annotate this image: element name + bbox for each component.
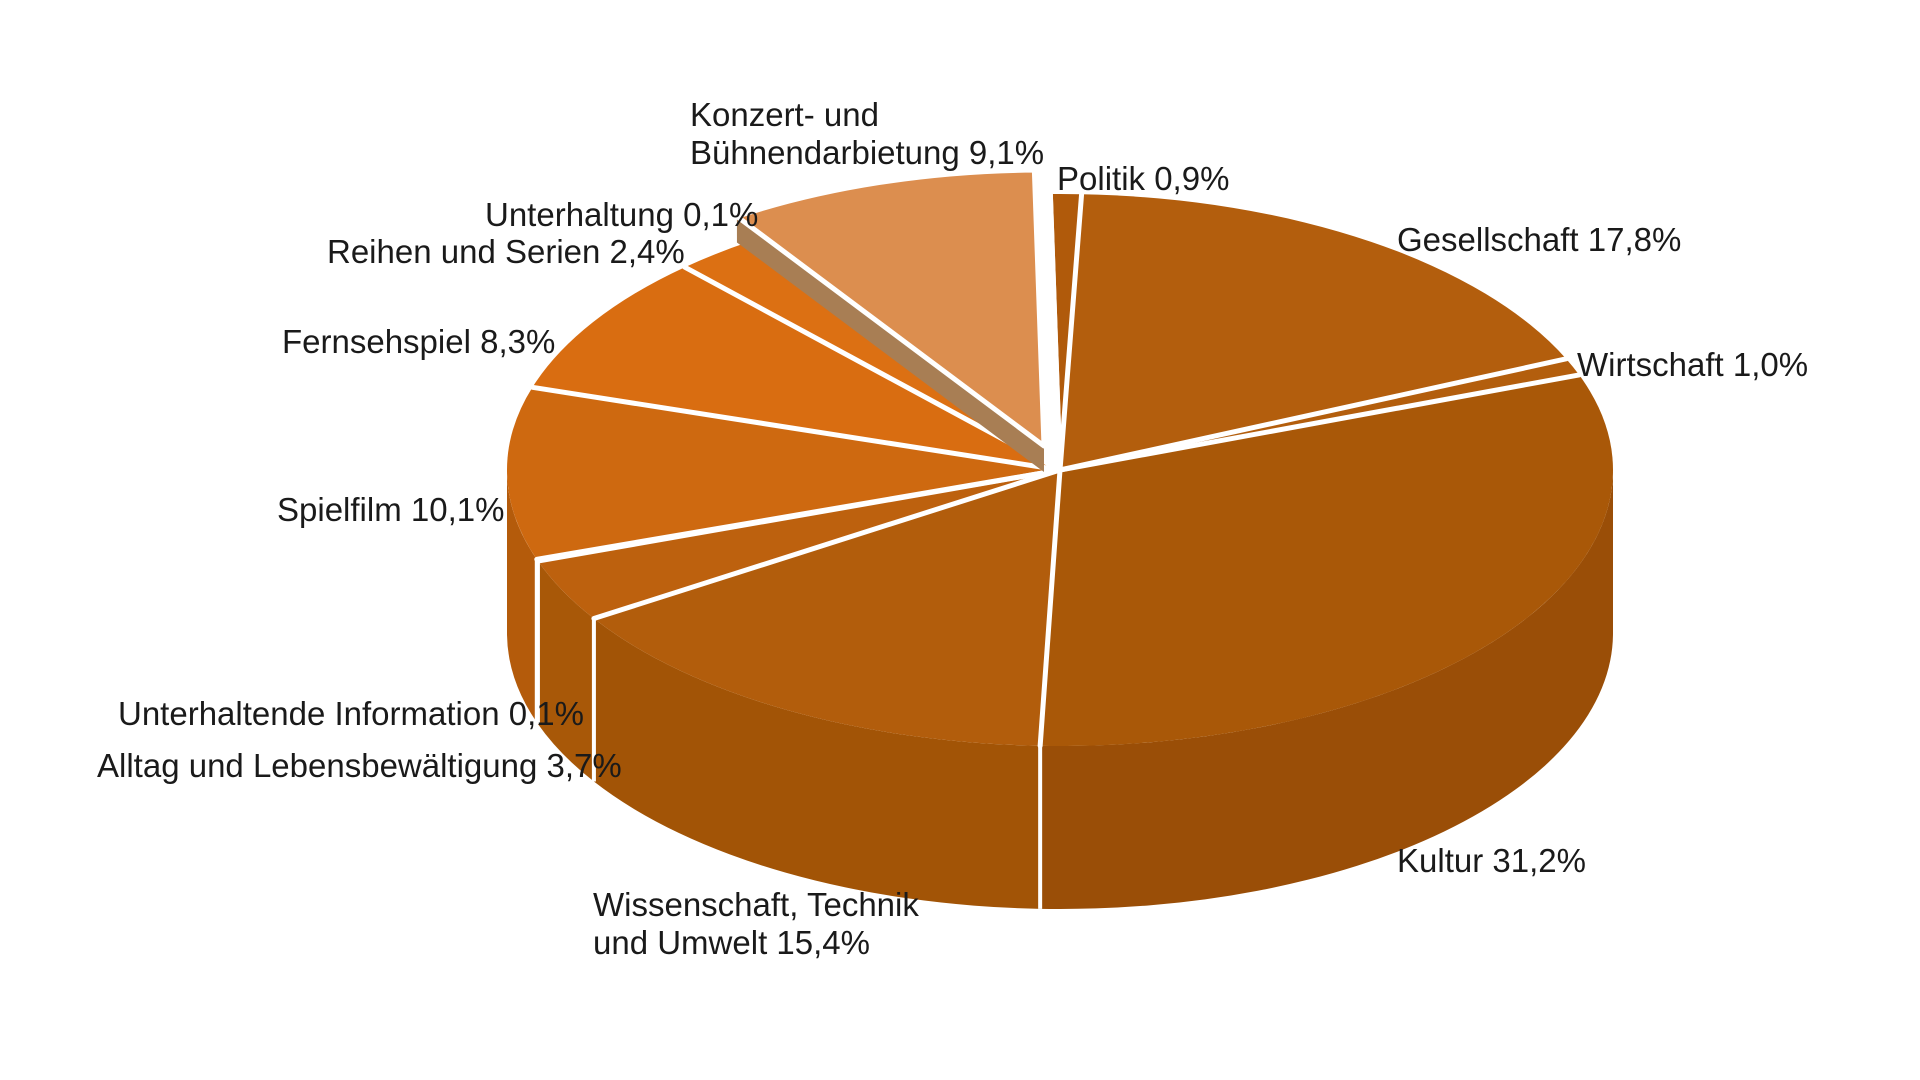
- slice-label-politik: Politik 0,9%: [1057, 160, 1230, 197]
- pie-slice-alltag-und-lebensbew-ltigung: [537, 470, 1060, 619]
- slice-separator-line: [591, 467, 1063, 622]
- slice-label-wissenschaft: Wissenschaft, Technik und Umwelt 15,4%: [593, 886, 919, 961]
- pie-slice-kultur: [1040, 374, 1613, 746]
- pie-rim-wissenschaft-technik-und-umwelt: [593, 618, 1041, 909]
- slice-separator-line: [1047, 191, 1063, 473]
- slice-label-kultur: Kultur 31,2%: [1397, 842, 1586, 879]
- slice-separator-line: [1057, 356, 1569, 473]
- pie-cut-face-konzert-und-b-hnendarbietung: [736, 216, 1044, 472]
- pie-slice-gesellschaft: [1060, 194, 1567, 470]
- slice-label-wirtschaft: Wirtschaft 1,0%: [1577, 346, 1809, 383]
- slice-separator-line: [1057, 372, 1582, 473]
- slice-label-gesellschaft: Gesellschaft 17,8%: [1397, 221, 1682, 258]
- slice-separator-line: [1057, 191, 1085, 473]
- slice-label-unterhaltung: Unterhaltung 0,1%: [485, 196, 759, 233]
- pie-slice-konzert-und-b-hnendarbietung: [734, 167, 1047, 449]
- pie-rim-alltag-und-lebensbew-ltigung: [537, 561, 594, 782]
- slice-separator-line: [529, 384, 1063, 473]
- slice-label-spielfilm: Spielfilm 10,1%: [277, 491, 505, 528]
- slice-separator-line: [534, 467, 1063, 562]
- slice-label-alltag: Alltag und Lebensbewältigung 3,7%: [97, 747, 622, 784]
- slice-label-konzert-buehnendarbietung: Konzert- und Bühnendarbietung 9,1%: [690, 96, 1045, 171]
- pie-slice-spielfilm: [507, 387, 1060, 560]
- slice-label-fernsehspiel: Fernsehspiel 8,3%: [282, 323, 556, 360]
- slice-label-unterhaltende-information: Unterhaltende Information 0,1%: [118, 695, 584, 732]
- slice-separator-line: [1037, 467, 1063, 749]
- pie-rim-kultur: [1040, 470, 1613, 909]
- slice-label-reihen-und-serien: Reihen und Serien 2,4%: [327, 233, 685, 270]
- pie-slice-fernsehspiel: [532, 267, 1060, 470]
- pie-rim-spielfilm: [507, 470, 537, 723]
- pie-slice-wissenschaft-technik-und-umwelt: [593, 470, 1060, 746]
